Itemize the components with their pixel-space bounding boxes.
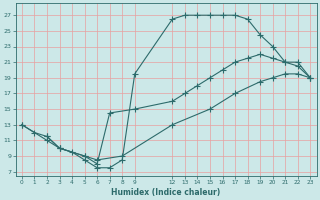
X-axis label: Humidex (Indice chaleur): Humidex (Indice chaleur) — [111, 188, 221, 197]
